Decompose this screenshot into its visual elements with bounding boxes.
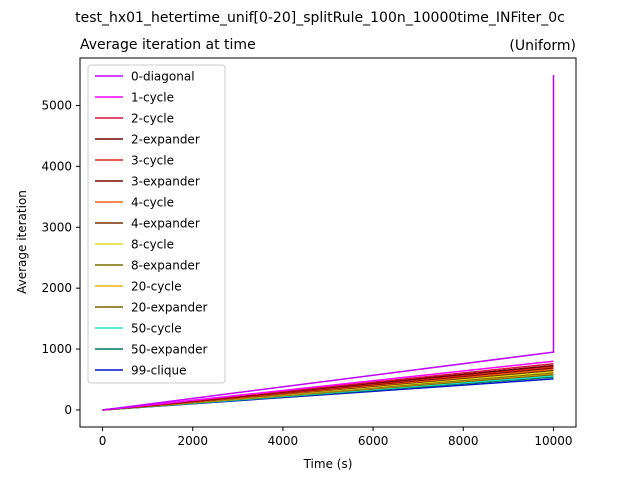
legend-label: 99-clique: [131, 364, 186, 378]
plot-lines: [102, 75, 555, 411]
y-axis-ticks: 0 1000 2000 3000 4000 5000: [41, 98, 80, 417]
x-axis-label: Time (s): [303, 457, 353, 471]
chart-title: Average iteration at time: [80, 37, 256, 53]
y-tick-label: 3000: [41, 220, 72, 234]
legend-label: 50-expander: [131, 343, 207, 357]
legend-label: 8-cycle: [131, 238, 174, 252]
plot-frame: [79, 57, 577, 428]
y-tick-label: 5000: [41, 98, 72, 112]
x-tick-label: 8000: [448, 434, 479, 448]
legend-label: 0-diagonal: [131, 70, 195, 84]
chart-title-right: (Uniform): [509, 38, 576, 54]
legend-label: 2-expander: [131, 133, 200, 147]
x-tick-label: 6000: [358, 434, 389, 448]
y-tick-label: 0: [64, 403, 72, 417]
legend-label: 4-expander: [131, 217, 200, 231]
y-tick-label: 1000: [41, 342, 72, 356]
figure-suptitle: test_hx01_hetertime_unif[0-20]_splitRule…: [75, 10, 565, 26]
legend-label: 2-cycle: [131, 112, 174, 126]
series-line-0-diagonal: [102, 75, 555, 411]
x-tick-label: 10000: [534, 434, 572, 448]
legend-label: 4-cycle: [131, 196, 174, 210]
legend: 0-diagonal 1-cycle 2-cycle 2-expander 3-cycl…: [87, 64, 226, 384]
legend-label: 8-expander: [131, 259, 200, 273]
legend-frame: [87, 64, 226, 384]
x-tick-label: 2000: [177, 434, 208, 448]
legend-label: 20-cycle: [131, 280, 182, 294]
x-tick-label: 4000: [268, 434, 299, 448]
y-tick-label: 2000: [41, 281, 72, 295]
legend-label: 3-expander: [131, 175, 200, 189]
legend-label: 3-cycle: [131, 154, 174, 168]
legend-label: 50-cycle: [131, 322, 182, 336]
legend-label: 1-cycle: [131, 91, 174, 105]
y-axis-label: Average iteration: [15, 190, 29, 294]
x-axis-ticks: 0 2000 4000 6000 8000 10000: [99, 427, 573, 448]
y-tick-label: 4000: [41, 159, 72, 173]
x-tick-label: 0: [99, 434, 107, 448]
series-line-1-cycle: [102, 360, 554, 411]
legend-label: 20-expander: [131, 301, 207, 315]
